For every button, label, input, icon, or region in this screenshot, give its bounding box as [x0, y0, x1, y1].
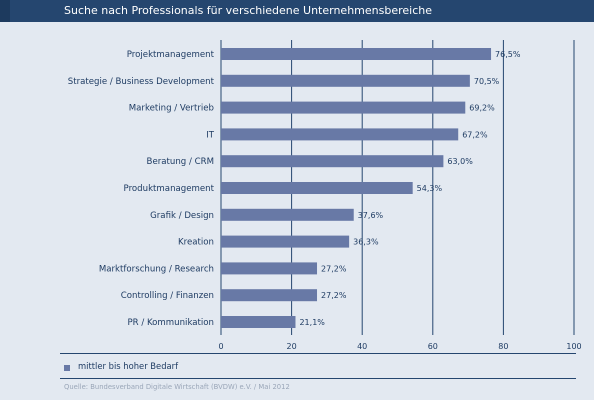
value-label: 76,5% [495, 50, 521, 59]
x-tick-label: 0 [218, 342, 223, 351]
value-label: 27,2% [321, 291, 347, 300]
value-label: 36,3% [353, 238, 379, 247]
legend-label: mittler bis hoher Bedarf [78, 361, 179, 371]
value-label: 63,0% [447, 157, 473, 166]
value-label: 21,1% [299, 318, 325, 327]
category-label: PR / Kommunikation [127, 318, 214, 328]
bar [221, 235, 350, 248]
value-label: 54,3% [417, 184, 443, 193]
value-label: 69,2% [469, 104, 495, 113]
bar-chart: Projektmanagement 76,5% Strategie / Busine… [68, 40, 582, 351]
value-label: 70,5% [474, 77, 500, 86]
category-label: Kreation [178, 238, 214, 248]
x-tick-label: 100 [566, 342, 581, 351]
chart-header: Suche nach Professionals für verschieden… [0, 0, 594, 22]
category-label: IT [206, 130, 215, 140]
footer-rule [60, 378, 576, 379]
bar [221, 289, 318, 302]
x-tick-label: 20 [287, 342, 297, 351]
category-label: Marketing / Vertrieb [129, 104, 214, 114]
category-label: Projektmanagement [127, 50, 215, 60]
bar [221, 48, 492, 60]
bar [221, 262, 318, 275]
x-tick-label: 40 [357, 342, 367, 351]
value-label: 37,6% [358, 211, 384, 220]
value-label: 67,2% [462, 130, 488, 139]
category-label: Grafik / Design [150, 211, 214, 221]
legend-swatch [64, 365, 70, 371]
chart-title: Suche nach Professionals für verschieden… [64, 4, 432, 17]
header-accent [0, 0, 10, 22]
legend-top-rule [60, 353, 576, 354]
bar [221, 208, 354, 221]
category-label: Beratung / CRM [147, 157, 214, 167]
bar [221, 155, 444, 168]
bar [221, 316, 296, 328]
value-label: 27,2% [321, 264, 347, 273]
category-label: Produktmanagement [124, 184, 215, 194]
bar [221, 74, 470, 87]
bar [221, 182, 413, 194]
category-label: Strategie / Business Development [68, 77, 215, 87]
bar [221, 101, 466, 114]
x-tick-label: 80 [498, 342, 508, 351]
bar [221, 128, 459, 141]
category-label: Marktforschung / Research [99, 264, 214, 274]
source-note: Quelle: Bundesverband Digitale Wirtschaf… [64, 383, 290, 391]
category-label: Controlling / Finanzen [121, 291, 214, 301]
x-tick-label: 60 [428, 342, 438, 351]
